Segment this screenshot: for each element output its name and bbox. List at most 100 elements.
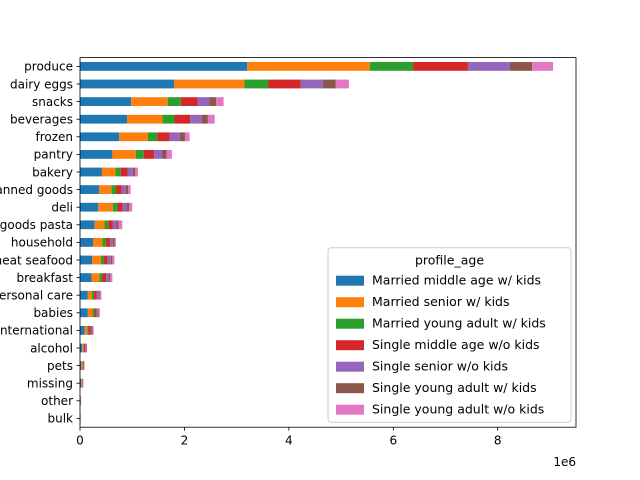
y-tick-label: frozen (35, 130, 73, 144)
bar-household-series-4 (110, 238, 113, 247)
bar-deli-series-0 (80, 202, 99, 212)
bar-meat-seafood-series-1 (92, 255, 101, 265)
bar-bakery-series-2 (115, 167, 121, 177)
bar-frozen-series-1 (119, 132, 148, 142)
legend-swatch (336, 361, 364, 372)
bar-alcohol-series-0 (80, 343, 83, 353)
bar-deli-series-5 (126, 202, 130, 212)
legend-swatch (336, 383, 364, 394)
bar-pantry-series-2 (135, 150, 144, 159)
bar-produce-series-4 (467, 62, 510, 71)
bar-frozen-series-4 (169, 132, 180, 142)
bar-bakery-series-4 (127, 167, 133, 177)
bar-deli-series-4 (122, 202, 127, 212)
bar-frozen-series-2 (147, 132, 158, 142)
bar-frozen-series-0 (80, 132, 120, 142)
bar-dry-goods-pasta-series-4 (112, 220, 117, 230)
bar-deli-series-3 (117, 202, 123, 212)
bar-pantry-series-5 (162, 150, 167, 159)
bar-dairy-eggs-series-3 (268, 79, 301, 89)
bar-dry-goods-pasta-series-1 (94, 220, 105, 230)
bar-snacks-series-6 (216, 97, 224, 106)
bar-breakfast-series-1 (91, 273, 100, 282)
bar-beverages-series-5 (201, 114, 208, 124)
bar-international-series-6 (92, 326, 94, 335)
bar-bakery-series-6 (135, 167, 138, 177)
bar-babies-series-1 (87, 308, 93, 318)
y-tick-label: pantry (34, 148, 73, 162)
bar-canned-goods-series-5 (125, 185, 129, 194)
bar-international-series-3 (88, 326, 91, 335)
bar-international-series-0 (80, 326, 85, 335)
bar-snacks-series-0 (80, 97, 132, 106)
bar-layer (80, 62, 554, 423)
bar-meat-seafood-series-0 (80, 255, 93, 265)
bar-meat-seafood-series-4 (107, 255, 111, 265)
bar-breakfast-series-5 (108, 273, 111, 282)
y-tick-label: international (0, 324, 73, 338)
y-tick-label: snacks (32, 95, 73, 109)
y-tick-label: household (11, 236, 73, 250)
x-tick-label: 6 (389, 434, 397, 448)
bar-produce-series-2 (369, 62, 414, 71)
bar-babies-series-4 (96, 308, 98, 318)
bar-deli-series-1 (98, 202, 113, 212)
bar-pets-series-0 (80, 361, 82, 370)
bar-household-series-5 (112, 238, 115, 247)
legend-box (327, 247, 572, 423)
x-axis-ticks: 0 2 4 6 8 (76, 427, 502, 448)
bar-household-series-1 (93, 238, 103, 247)
bar-produce-series-6 (532, 62, 554, 71)
bar-personal-care-series-4 (96, 290, 99, 300)
bar-breakfast-series-6 (110, 273, 113, 282)
bar-bakery-series-1 (101, 167, 116, 177)
bar-produce-series-1 (247, 62, 370, 71)
bar-personal-care-series-5 (98, 290, 100, 300)
bar-pantry-series-0 (80, 150, 113, 159)
bar-household-series-0 (80, 238, 94, 247)
legend-entry-label: Single senior w/o kids (372, 359, 508, 374)
bar-meat-seafood-series-5 (110, 255, 113, 265)
legend-swatch (336, 404, 364, 415)
bar-breakfast-series-0 (80, 273, 92, 282)
bar-canned-goods-series-2 (111, 185, 117, 194)
bar-canned-goods-series-3 (116, 185, 122, 194)
bar-meat-seafood-series-2 (100, 255, 105, 265)
bar-missing-series-1 (81, 378, 82, 388)
bar-bakery-series-3 (120, 167, 128, 177)
bar-frozen-series-3 (157, 132, 170, 142)
bar-alcohol-series-4 (85, 343, 87, 353)
bar-dry-goods-pasta-series-5 (116, 220, 119, 230)
legend-entry-label: Married young adult w/ kids (372, 316, 546, 331)
x-tick-label: 8 (494, 434, 502, 448)
bar-bakery-series-5 (132, 167, 136, 177)
bar-produce-series-0 (80, 62, 248, 71)
bar-produce-series-5 (509, 62, 533, 71)
bar-personal-care-series-3 (94, 290, 97, 300)
y-axis-ticks: produce dairy eggs snacks beverages frozen pa… (0, 60, 80, 426)
y-tick-label: alcohol (30, 341, 73, 355)
bar-canned-goods-series-6 (128, 185, 131, 194)
bar-alcohol-series-6 (86, 343, 88, 353)
y-tick-label: missing (27, 377, 73, 391)
axes-frame (79, 57, 577, 428)
x-axis-offset-label: 1e6 (553, 455, 576, 469)
legend-swatch (336, 340, 364, 351)
bar-household-series-6 (114, 238, 117, 247)
y-tick-label: breakfast (16, 271, 73, 285)
y-tick-label: produce (24, 60, 73, 74)
bar-meat-seafood-series-6 (112, 255, 115, 265)
y-tick-label: pets (47, 359, 73, 373)
y-tick-label: bulk (47, 412, 73, 426)
bar-alcohol-series-5 (86, 343, 87, 353)
bar-household-series-3 (106, 238, 111, 247)
bar-snacks-series-2 (167, 97, 181, 106)
legend-entry-label: Married middle age w/ kids (372, 273, 541, 288)
bar-international-series-2 (87, 326, 89, 335)
bar-babies-series-0 (80, 308, 88, 318)
x-tick-label: 4 (285, 434, 293, 448)
bar-pets-series-1 (81, 361, 83, 370)
bar-beverages-series-0 (80, 114, 127, 124)
bar-breakfast-series-2 (99, 273, 103, 282)
legend-swatch (336, 318, 364, 329)
